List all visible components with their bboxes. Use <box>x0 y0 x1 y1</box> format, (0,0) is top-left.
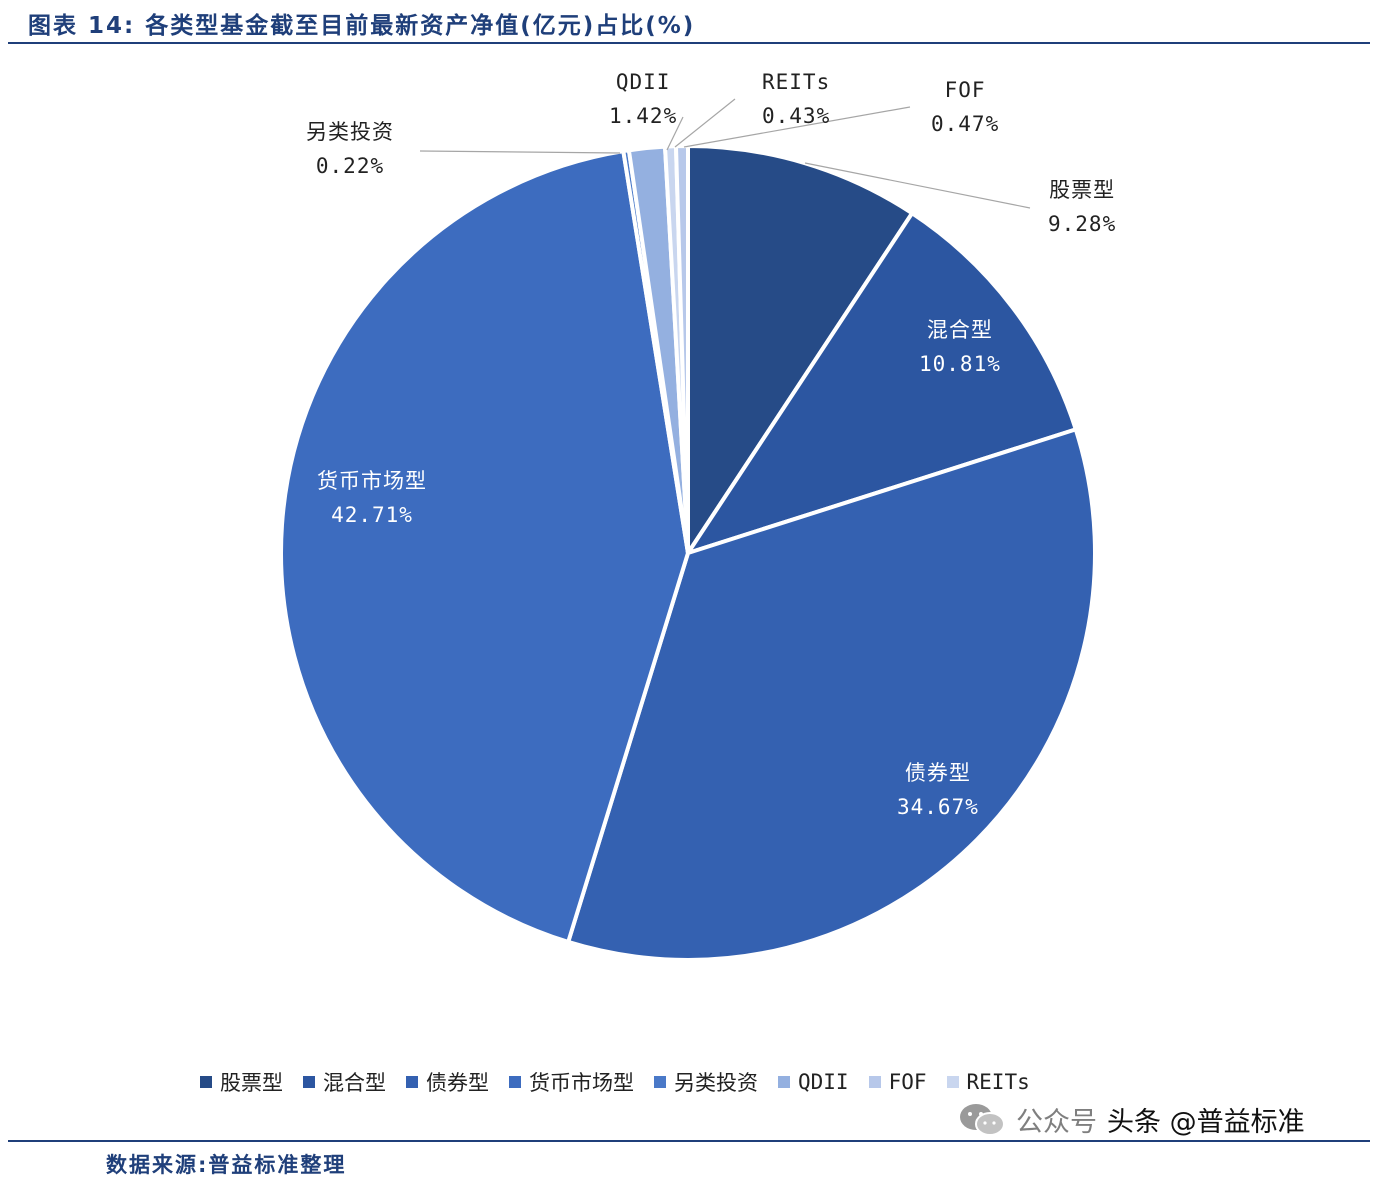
legend-label: 债券型 <box>426 1071 489 1095</box>
legend-label: QDII <box>798 1070 849 1094</box>
legend-item-alternative: 另类投资 <box>654 1067 758 1097</box>
legend-swatch <box>778 1076 790 1088</box>
leader-line-stock <box>804 162 1031 209</box>
wechat-icon <box>960 1103 1005 1136</box>
slice-label-reits: REITs 0.43% <box>762 65 830 133</box>
chart-title: 图表 14: 各类型基金截至目前最新资产净值(亿元)占比(%) <box>28 13 696 39</box>
slice-label-value: 0.47% <box>931 112 1000 136</box>
source-note: 数据来源:普益标准整理 <box>106 1153 347 1177</box>
title-rule <box>8 42 1370 44</box>
legend-item-money-market: 货币市场型 <box>509 1067 634 1097</box>
legend-item-bond: 债券型 <box>406 1067 489 1097</box>
legend-label: REITs <box>966 1070 1030 1094</box>
slice-label-name: QDII <box>615 70 671 94</box>
slice-label-value: 1.42% <box>609 104 678 128</box>
watermark-text: 头条 @普益标准 <box>1107 1107 1305 1138</box>
slice-label-value: 34.67% <box>897 795 979 819</box>
legend-swatch <box>654 1076 666 1088</box>
slice-label-fof: FOF 0.47% <box>931 73 999 141</box>
watermark: 公众号 头条 @普益标准 <box>958 1100 1305 1139</box>
slice-label-bond: 债券型 34.67% <box>897 756 979 824</box>
legend-label: 股票型 <box>220 1071 283 1095</box>
leader-line-reits <box>674 98 736 148</box>
pie-slice-mixed <box>686 211 1078 555</box>
leader-line-alternative <box>419 150 621 154</box>
legend-item-mixed: 混合型 <box>303 1067 386 1097</box>
slice-label-name: 股票型 <box>1049 178 1116 202</box>
slice-label-name: 债券型 <box>904 761 971 785</box>
slice-label-name: 另类投资 <box>306 120 394 144</box>
legend-label: FOF <box>888 1070 927 1094</box>
legend-item-qdii: QDII <box>778 1067 849 1097</box>
legend-label: 货币市场型 <box>529 1071 634 1095</box>
pie-slice-bond <box>566 427 1097 962</box>
slice-label-value: 0.22% <box>315 154 385 178</box>
watermark-prefix: 公众号 <box>1016 1107 1097 1138</box>
slice-label-stock: 股票型 9.28% <box>1048 173 1116 241</box>
slice-label-name: FOF <box>944 78 986 102</box>
slice-label-value: 0.43% <box>762 104 831 128</box>
leader-line-qdii <box>666 116 684 151</box>
slice-label-name: 混合型 <box>926 318 993 342</box>
footer-rule <box>8 1140 1370 1142</box>
slice-label-qdii: QDII 1.42% <box>609 65 677 133</box>
chart-legend: 股票型 混合型 债券型 货币市场型 另类投资 QDII FOF REITs <box>200 1067 1030 1097</box>
pie-slice-money-market <box>279 149 690 944</box>
legend-item-reits: REITs <box>946 1067 1030 1097</box>
slice-label-value: 9.28% <box>1048 212 1117 236</box>
legend-swatch <box>868 1076 881 1088</box>
legend-swatch <box>406 1076 418 1088</box>
slice-label-mixed: 混合型 10.81% <box>919 313 1001 381</box>
legend-item-fof: FOF <box>868 1067 927 1097</box>
legend-swatch <box>200 1076 212 1088</box>
legend-label: 另类投资 <box>674 1071 758 1095</box>
slice-label-value: 42.71% <box>331 503 413 527</box>
legend-swatch <box>946 1076 959 1088</box>
slice-label-value: 10.81% <box>919 352 1001 376</box>
leader-line-fof <box>683 106 911 148</box>
slice-label-alternative: 另类投资 0.22% <box>306 115 394 183</box>
slice-label-name: 货币市场型 <box>317 469 427 493</box>
pie-slice-stock <box>686 144 915 555</box>
slice-label-name: REITs <box>762 70 831 94</box>
slice-label-money-market: 货币市场型 42.71% <box>317 464 427 532</box>
legend-swatch <box>303 1076 315 1088</box>
legend-item-stock: 股票型 <box>200 1067 283 1097</box>
legend-swatch <box>509 1076 521 1088</box>
legend-label: 混合型 <box>323 1071 386 1095</box>
pie-chart <box>279 98 1097 962</box>
